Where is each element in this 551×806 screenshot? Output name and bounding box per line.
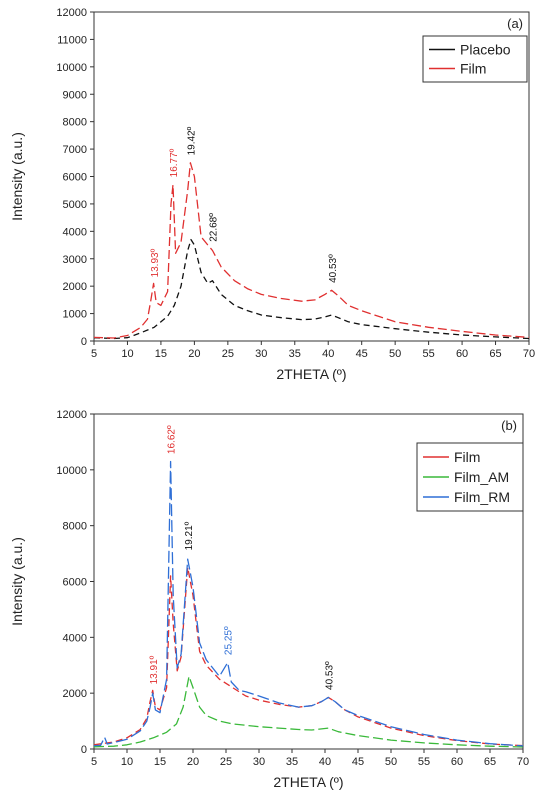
y-tick-label: 0	[81, 336, 87, 348]
y-tick-label: 5000	[63, 199, 87, 211]
x-tick-label: 5	[91, 348, 97, 360]
x-tick-label: 35	[289, 348, 301, 360]
y-tick-label: 4000	[63, 226, 87, 238]
chart-panel-a: 5 10 15 20 25 30 35 40 45 50 55 60 65 70 0 1000 2000 3000…	[9, 7, 535, 382]
panel-label: (a)	[507, 16, 523, 31]
y-axis-label: Intensity (a.u.)	[9, 132, 25, 221]
x-tick-label: 65	[489, 348, 501, 360]
legend-label: Film_RM	[454, 489, 510, 505]
x-tick-label: 10	[121, 348, 133, 360]
y-axis-label: Intensity (a.u.)	[9, 537, 25, 626]
x-tick-label: 55	[418, 756, 430, 768]
y-tick-label: 6000	[63, 172, 87, 184]
peak-annotation: 13.91º	[149, 655, 160, 684]
y-tick-label: 12000	[56, 7, 87, 19]
x-tick-label: 25	[220, 756, 232, 768]
chart-panel-b: 5 10 15 20 25 30 35 40 45 50 55 60 65 70 0 2000 4000 6000…	[9, 409, 529, 790]
y-tick-label: 1000	[63, 309, 87, 321]
x-tick-label: 40	[319, 756, 331, 768]
y-tick-label: 12000	[56, 409, 87, 421]
x-tick-label: 20	[187, 756, 199, 768]
x-axis-label: 2THETA (º)	[273, 774, 343, 790]
peak-annotation: 22.68º	[208, 213, 219, 242]
x-tick-label: 70	[517, 756, 529, 768]
x-tick-label: 50	[389, 348, 401, 360]
x-tick-label: 15	[155, 348, 167, 360]
series-line-film-am	[93, 675, 524, 748]
panel-label: (b)	[501, 418, 517, 433]
x-tick-label: 5	[91, 756, 97, 768]
legend-label: Film_AM	[454, 469, 509, 485]
x-tick-label: 60	[451, 756, 463, 768]
legend-box	[422, 35, 528, 83]
x-tick-label: 20	[188, 348, 200, 360]
peak-annotation: 19.42º	[187, 126, 198, 155]
x-tick-label: 30	[253, 756, 265, 768]
y-tick-label: 4000	[63, 632, 87, 644]
y-tick-label: 8000	[63, 521, 87, 533]
x-tick-label: 40	[322, 348, 334, 360]
peak-annotation: 25.25º	[224, 626, 235, 655]
x-tick-label: 35	[286, 756, 298, 768]
peak-annotation: 19.21º	[184, 521, 195, 550]
y-tick-label: 2000	[63, 688, 87, 700]
x-tick-label: 70	[523, 348, 535, 360]
y-tick-label: 8000	[63, 117, 87, 129]
y-tick-label: 10000	[56, 465, 87, 477]
x-tick-label: 55	[422, 348, 434, 360]
series-line-film-rm	[93, 460, 524, 747]
x-tick-label: 15	[154, 756, 166, 768]
y-tick-label: 7000	[63, 144, 87, 156]
x-tick-label: 45	[352, 756, 364, 768]
legend-label: Placebo	[460, 42, 511, 58]
y-tick-label: 10000	[56, 62, 87, 74]
y-tick-label: 3000	[63, 254, 87, 266]
x-tick-label: 25	[222, 348, 234, 360]
x-tick-label: 60	[456, 348, 468, 360]
peak-annotation: 16.77º	[169, 148, 180, 177]
x-tick-label: 45	[356, 348, 368, 360]
x-tick-label: 65	[484, 756, 496, 768]
y-tick-label: 0	[81, 744, 87, 756]
x-tick-label: 10	[121, 756, 133, 768]
peak-annotation: 40.53º	[324, 661, 335, 690]
legend-label: Film	[454, 449, 480, 465]
y-tick-label: 2000	[63, 281, 87, 293]
peak-annotation: 13.93º	[150, 248, 161, 277]
legend-label: Film	[460, 61, 486, 77]
y-tick-label: 11000	[57, 34, 87, 46]
peak-annotation: 16.62º	[167, 425, 178, 454]
y-tick-label: 9000	[63, 89, 87, 101]
x-tick-label: 50	[385, 756, 397, 768]
y-tick-label: 6000	[63, 577, 87, 589]
series-line-film	[93, 162, 530, 339]
x-tick-label: 30	[255, 348, 267, 360]
x-axis-label: 2THETA (º)	[276, 366, 346, 382]
peak-annotation: 40.53º	[328, 254, 339, 283]
